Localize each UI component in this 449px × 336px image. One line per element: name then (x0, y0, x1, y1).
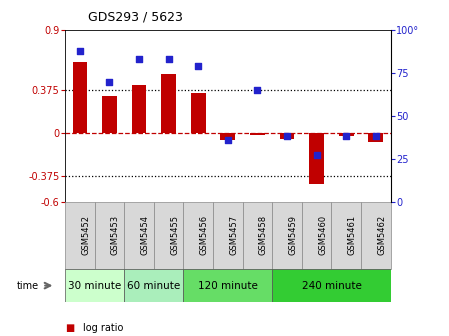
Bar (65, 202, 95, 269)
Text: 120 minute: 120 minute (198, 281, 258, 291)
Bar (220, 133, 235, 140)
Point (254, 88, 261, 93)
Text: GSM5459: GSM5459 (289, 215, 298, 255)
Bar (250, 133, 265, 135)
Bar (302, 202, 331, 269)
Bar (132, 85, 146, 133)
Point (106, 79, 113, 84)
Bar (102, 96, 117, 133)
Text: 60 minute: 60 minute (127, 281, 180, 291)
Point (136, 57, 143, 62)
Bar (213, 202, 242, 269)
Text: GSM5461: GSM5461 (348, 215, 357, 255)
Bar (361, 202, 391, 269)
Text: GSM5458: GSM5458 (259, 215, 268, 255)
Bar (280, 133, 295, 139)
Text: GSM5462: GSM5462 (377, 215, 386, 255)
Text: GSM5457: GSM5457 (229, 215, 238, 255)
Text: ■: ■ (65, 323, 75, 333)
Point (76, 48, 84, 53)
Point (165, 57, 172, 62)
Point (313, 153, 320, 158)
Bar (272, 269, 391, 302)
Bar (309, 133, 324, 184)
Point (283, 134, 291, 139)
Bar (191, 93, 206, 133)
Text: GSM5456: GSM5456 (200, 215, 209, 255)
Text: time: time (17, 281, 39, 291)
Text: GSM5454: GSM5454 (141, 215, 150, 255)
Bar (339, 133, 354, 136)
Bar (154, 202, 184, 269)
Text: GSM5452: GSM5452 (81, 215, 90, 255)
Bar (272, 202, 302, 269)
Bar (369, 133, 383, 142)
Bar (72, 62, 87, 133)
Bar (184, 269, 272, 302)
Text: GDS293 / 5623: GDS293 / 5623 (88, 10, 182, 24)
Text: GSM5455: GSM5455 (170, 215, 179, 255)
Point (372, 134, 379, 139)
Point (195, 64, 202, 69)
Point (343, 134, 350, 139)
Bar (95, 202, 124, 269)
Bar (242, 202, 272, 269)
Bar (124, 269, 184, 302)
Point (224, 137, 232, 142)
Text: 30 minute: 30 minute (68, 281, 121, 291)
Bar (161, 74, 176, 133)
Bar (184, 202, 213, 269)
Text: log ratio: log ratio (83, 323, 123, 333)
Text: GSM5460: GSM5460 (318, 215, 327, 255)
Text: 240 minute: 240 minute (302, 281, 361, 291)
Bar (331, 202, 361, 269)
Text: GSM5453: GSM5453 (111, 215, 120, 255)
Bar (124, 202, 154, 269)
Bar (65, 269, 124, 302)
